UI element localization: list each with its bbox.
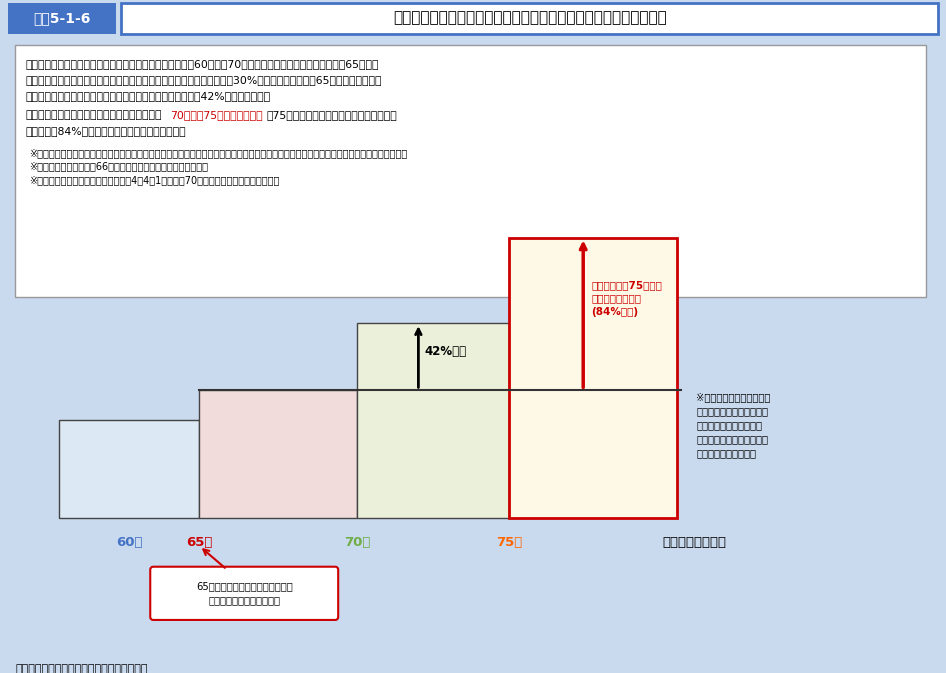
- Bar: [357, 323, 509, 518]
- Bar: [15, 45, 925, 297]
- Text: 60歳: 60歳: [115, 536, 142, 548]
- Text: 開始した場合（繰下げ受給）には、年金月額は増額（最大42%増額）となる。: 開始した場合（繰下げ受給）には、年金月額は増額（最大42%増額）となる。: [26, 91, 271, 101]
- Text: 65歳からとなっている年金支給開
始年齢の引上げは行わない: 65歳からとなっている年金支給開 始年齢の引上げは行わない: [196, 581, 292, 605]
- Text: 70歳: 70歳: [343, 536, 370, 548]
- Text: ・今回の改正で、この受給開始時期の上限を、: ・今回の改正で、この受給開始時期の上限を、: [26, 110, 162, 120]
- Text: 今回の改正で75歳まで
繰下げ可能となる
(84%増額): 今回の改正で75歳まで 繰下げ可能となる (84%増額): [591, 281, 662, 317]
- Text: 65歳: 65歳: [186, 536, 213, 548]
- Text: 金月額は84%増額となる。（令和４年４月施行）: 金月額は84%増額となる。（令和４年４月施行）: [26, 126, 186, 136]
- Text: 75歳: 75歳: [497, 536, 522, 548]
- Text: ※　改正後の繰下げについては、令和4年4月1日以降に70歳に到達する方が対象となる。: ※ 改正後の繰下げについては、令和4年4月1日以降に70歳に到達する方が対象とな…: [29, 176, 280, 186]
- Text: （参考）繰上げ・繰下げによる減額・増額率: （参考）繰上げ・繰下げによる減額・増額率: [15, 664, 148, 673]
- Text: ※　世代としての平均的な
　給付総額を示しており、
　個人によっては受給期
　間が平均よりも短い人、
　長い人が存在する。: ※ 世代としての平均的な 給付総額を示しており、 個人によっては受給期 間が平均…: [696, 392, 771, 458]
- Text: ・現在、公的年金の受給開始時期は、原則として、個人が60歳から70歳の間で自由に選ぶことができる。65歳より: ・現在、公的年金の受給開始時期は、原則として、個人が60歳から70歳の間で自由に…: [26, 59, 378, 69]
- FancyBboxPatch shape: [150, 567, 338, 620]
- Text: ※　繰下げについては、66歳到達以降に選択することができる。: ※ 繰下げについては、66歳到達以降に選択することができる。: [29, 162, 208, 172]
- Text: 。75歳から受給を開始した場合には、年金: 。75歳から受給を開始した場合には、年金: [267, 110, 397, 120]
- Text: 42%増額: 42%増額: [425, 345, 466, 358]
- Text: 図表5-1-6: 図表5-1-6: [34, 11, 91, 25]
- Text: 早く受給を開始した場合（繰上げ受給）には、年金月額は減額（最大30%減額）となる一方、65歳より後に受給を: 早く受給を開始した場合（繰上げ受給）には、年金月額は減額（最大30%減額）となる…: [26, 75, 382, 85]
- Bar: [509, 238, 676, 518]
- Bar: [121, 3, 938, 34]
- Text: 70歳から75歳に引き上げる: 70歳から75歳に引き上げる: [170, 110, 263, 120]
- Text: ※　繰上げによる減額率・繰下げによる増額率については、選択された受給開始時期にかかわらず年金財政上中立となるよう設定されている。: ※ 繰上げによる減額率・繰下げによる増額率については、選択された受給開始時期にか…: [29, 148, 408, 157]
- Text: 受給開始時期（繰上げ・繰下げ受給制度）の選択肢の拡大について: 受給開始時期（繰上げ・繰下げ受給制度）の選択肢の拡大について: [393, 10, 667, 26]
- Text: 平均的な死亡年齢: 平均的な死亡年齢: [662, 536, 727, 548]
- Bar: [200, 390, 357, 518]
- Bar: [59, 420, 200, 518]
- Bar: [8, 3, 116, 34]
